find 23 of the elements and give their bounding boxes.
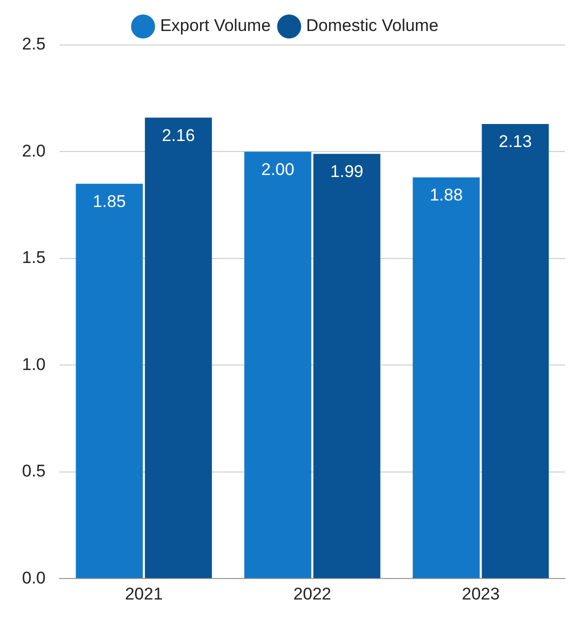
y-tick-label: 2.0: [22, 141, 46, 160]
y-tick-label: 0.0: [22, 568, 46, 588]
data-label: 1.85: [92, 192, 126, 211]
x-tick-label: 2021: [124, 584, 163, 604]
bar: [244, 152, 312, 578]
data-label: 1.99: [330, 162, 364, 182]
bar: [144, 118, 212, 578]
y-tick-label: 0.5: [22, 462, 46, 481]
bar: [482, 124, 549, 578]
x-tick-label: 2023: [462, 584, 500, 604]
data-label: 2.16: [162, 126, 195, 145]
legend-label: Domestic Volume: [306, 16, 438, 36]
x-tick-label: 2022: [293, 584, 332, 604]
data-label: 2.13: [498, 132, 532, 152]
y-tick-label: 2.5: [22, 34, 46, 54]
bar: [313, 154, 380, 578]
bar: [412, 177, 480, 578]
bar: [76, 184, 143, 578]
y-tick-label: 1.5: [22, 248, 46, 268]
y-tick-label: 1.0: [22, 354, 46, 374]
data-label: 2.00: [261, 160, 294, 179]
legend-label: Export Volume: [160, 16, 271, 36]
data-label: 1.88: [430, 186, 463, 205]
